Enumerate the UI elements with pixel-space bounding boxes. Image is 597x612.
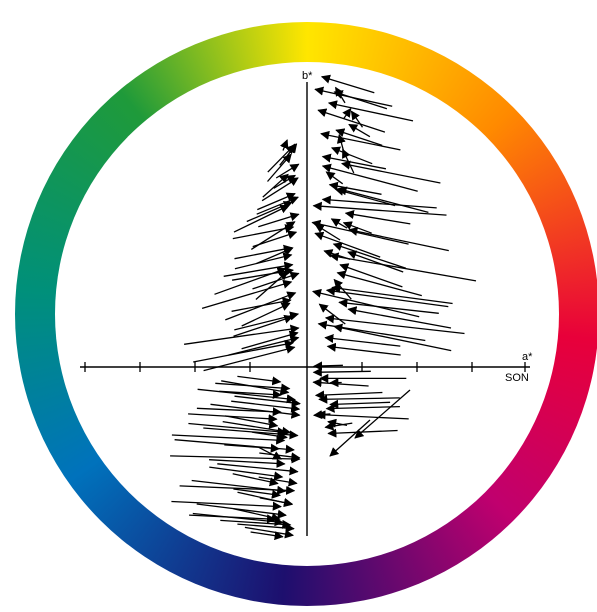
horizontal-axis-sublabel: SON	[505, 372, 529, 384]
vertical-axis-label: b*	[302, 70, 313, 82]
horizontal-axis-label: a*	[522, 351, 533, 363]
shift-arrow	[314, 365, 343, 366]
